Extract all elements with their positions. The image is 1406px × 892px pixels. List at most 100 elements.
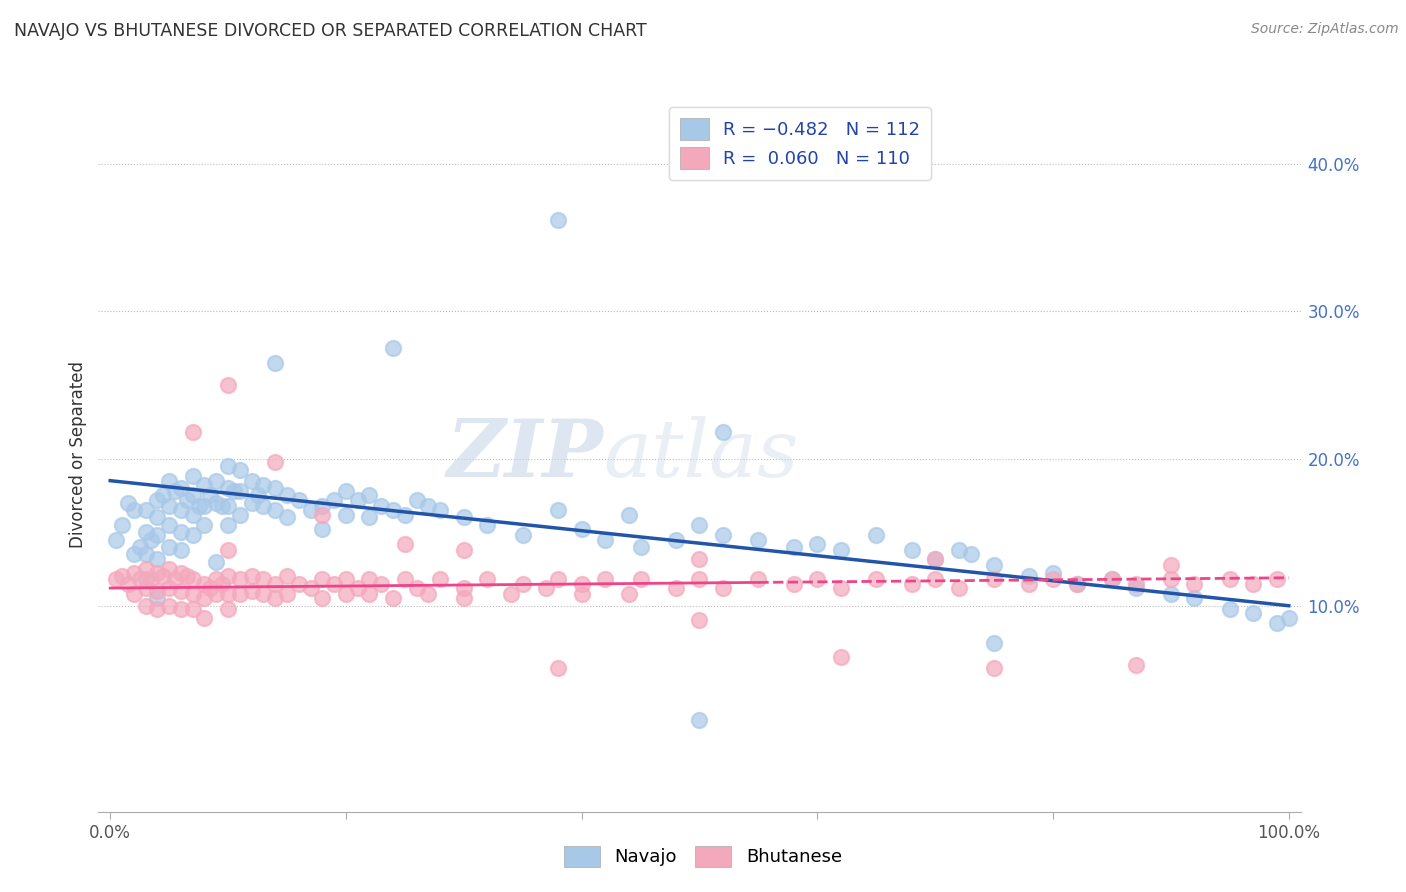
- Point: [299, 503, 322, 517]
- Point: [453, 510, 475, 524]
- Point: [900, 576, 922, 591]
- Point: [229, 587, 252, 601]
- Point: [405, 581, 427, 595]
- Point: [1241, 576, 1264, 591]
- Point: [983, 660, 1005, 674]
- Point: [217, 499, 239, 513]
- Point: [252, 499, 274, 513]
- Point: [900, 542, 922, 557]
- Point: [170, 542, 193, 557]
- Point: [323, 576, 346, 591]
- Point: [593, 533, 616, 547]
- Point: [359, 587, 381, 601]
- Point: [135, 581, 157, 595]
- Point: [783, 540, 806, 554]
- Point: [405, 492, 427, 507]
- Point: [311, 572, 333, 586]
- Point: [1160, 587, 1182, 601]
- Point: [1160, 558, 1182, 572]
- Point: [948, 581, 970, 595]
- Point: [264, 481, 287, 495]
- Point: [128, 572, 150, 586]
- Point: [117, 576, 139, 591]
- Point: [512, 576, 534, 591]
- Point: [1018, 569, 1040, 583]
- Point: [1219, 572, 1241, 586]
- Point: [865, 528, 887, 542]
- Point: [252, 587, 274, 601]
- Point: [512, 528, 534, 542]
- Text: ZIP: ZIP: [447, 417, 603, 493]
- Point: [571, 522, 593, 536]
- Point: [806, 572, 828, 586]
- Point: [453, 542, 475, 557]
- Point: [747, 533, 769, 547]
- Point: [170, 525, 193, 540]
- Point: [359, 572, 381, 586]
- Point: [217, 378, 239, 392]
- Point: [311, 508, 333, 522]
- Point: [240, 569, 263, 583]
- Point: [111, 569, 134, 583]
- Point: [211, 576, 233, 591]
- Point: [176, 492, 198, 507]
- Point: [157, 499, 180, 513]
- Point: [105, 572, 128, 586]
- Point: [429, 503, 451, 517]
- Point: [217, 542, 239, 557]
- Point: [170, 481, 193, 495]
- Point: [170, 566, 193, 581]
- Point: [1219, 601, 1241, 615]
- Point: [146, 510, 169, 524]
- Point: [135, 525, 157, 540]
- Point: [217, 587, 239, 601]
- Point: [1101, 572, 1123, 586]
- Point: [630, 540, 652, 554]
- Point: [593, 572, 616, 586]
- Point: [1265, 572, 1288, 586]
- Point: [689, 614, 711, 628]
- Point: [141, 572, 163, 586]
- Text: atlas: atlas: [603, 417, 799, 493]
- Point: [193, 576, 215, 591]
- Point: [924, 572, 946, 586]
- Point: [346, 581, 368, 595]
- Point: [983, 572, 1005, 586]
- Point: [146, 551, 169, 566]
- Point: [193, 610, 215, 624]
- Point: [983, 635, 1005, 649]
- Point: [240, 474, 263, 488]
- Point: [747, 572, 769, 586]
- Point: [217, 517, 239, 532]
- Point: [1160, 572, 1182, 586]
- Point: [181, 587, 204, 601]
- Point: [222, 483, 245, 498]
- Point: [288, 576, 311, 591]
- Point: [418, 499, 440, 513]
- Point: [311, 522, 333, 536]
- Point: [181, 469, 204, 483]
- Point: [170, 503, 193, 517]
- Point: [394, 508, 416, 522]
- Point: [157, 599, 180, 613]
- Point: [264, 576, 287, 591]
- Point: [229, 508, 252, 522]
- Point: [630, 572, 652, 586]
- Point: [1042, 572, 1064, 586]
- Point: [146, 591, 169, 606]
- Point: [370, 576, 392, 591]
- Point: [1241, 606, 1264, 620]
- Point: [711, 581, 734, 595]
- Point: [105, 533, 128, 547]
- Point: [323, 492, 346, 507]
- Point: [382, 591, 405, 606]
- Point: [135, 599, 157, 613]
- Point: [689, 517, 711, 532]
- Point: [229, 572, 252, 586]
- Point: [453, 591, 475, 606]
- Point: [571, 576, 593, 591]
- Point: [959, 547, 981, 561]
- Point: [240, 584, 263, 599]
- Point: [122, 547, 145, 561]
- Point: [181, 488, 204, 502]
